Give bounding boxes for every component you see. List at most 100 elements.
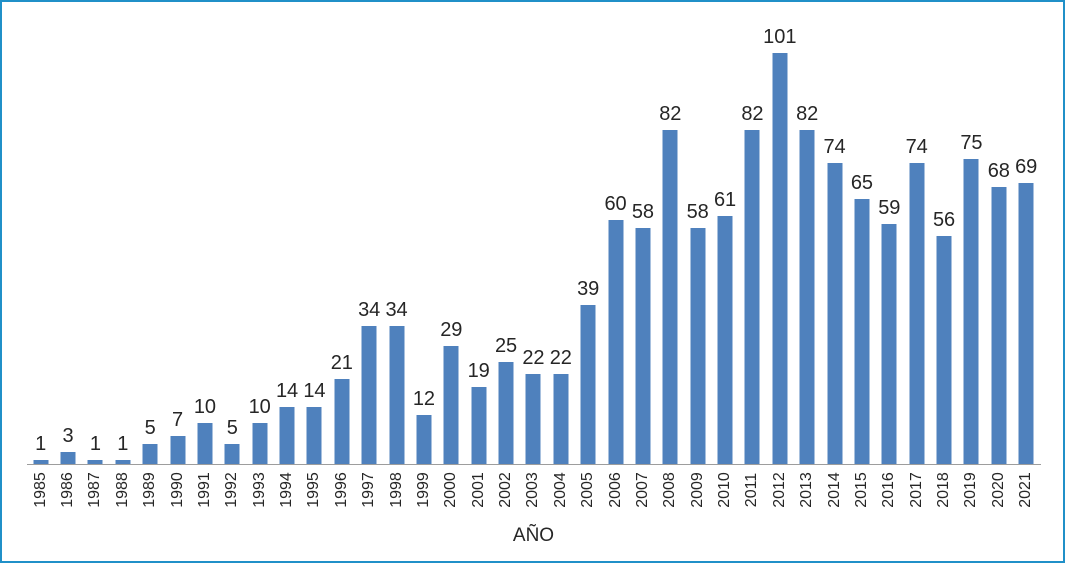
- bar-column: 58 2007: [629, 2, 656, 508]
- x-tick-label: 2002: [497, 472, 515, 508]
- x-tick-label: 1991: [195, 472, 213, 508]
- bar-column: 82 2011: [739, 2, 766, 507]
- bar: [142, 444, 158, 464]
- bar-column: 14 1994: [273, 2, 300, 508]
- bar-value-label: 19: [467, 360, 490, 382]
- bar-value-label: 56: [932, 209, 956, 231]
- bar-value-label: 82: [741, 103, 764, 125]
- bar-column: 69 2021: [1013, 2, 1040, 508]
- x-tick-label: 2013: [798, 472, 816, 508]
- bar-column: 1 1987: [82, 2, 109, 508]
- x-axis-title: AÑO: [512, 525, 555, 546]
- bar-value-label: 34: [385, 299, 408, 321]
- bar-column: 7 1990: [164, 2, 191, 508]
- bar-column: 101 2012: [763, 2, 796, 508]
- bar: [525, 374, 541, 464]
- bar-value-label: 34: [358, 299, 381, 321]
- bar: [224, 444, 240, 464]
- bar-value-label: 25: [494, 335, 518, 357]
- bar-value-label: 14: [275, 380, 299, 402]
- x-tick-label: 2014: [825, 472, 843, 508]
- x-tick-label: 1989: [141, 472, 159, 508]
- bar-value-label: 12: [412, 388, 436, 410]
- bar-column: 19 2001: [465, 2, 492, 508]
- bar: [717, 216, 733, 464]
- bar-value-label: 21: [330, 352, 353, 374]
- bar-column: 21 1996: [328, 2, 355, 508]
- bar: [553, 374, 569, 464]
- bar: [909, 163, 925, 464]
- bar-value-label: 10: [193, 396, 217, 418]
- bar-value-label: 22: [549, 347, 572, 369]
- bar-column: 1 1985: [27, 2, 54, 508]
- bar: [1018, 183, 1034, 464]
- bar: [33, 460, 49, 464]
- bar: [498, 362, 514, 464]
- bar-column: 60 2006: [602, 2, 629, 508]
- bar-value-label: 82: [659, 103, 682, 125]
- bar-column: 82 2013: [794, 2, 821, 508]
- x-tick-label: 1986: [59, 472, 77, 508]
- bar-column: 56 2018: [930, 2, 957, 508]
- x-tick-label: 2003: [524, 472, 542, 508]
- bar-column: 59 2016: [876, 2, 903, 508]
- x-tick-label: 1988: [113, 472, 131, 508]
- bar: [827, 163, 843, 464]
- bar: [170, 436, 186, 464]
- bar-column: 14 1995: [301, 2, 328, 508]
- bar-column: 58 2009: [684, 2, 711, 508]
- bar-column: 5 1992: [219, 2, 246, 508]
- bar: [361, 326, 377, 464]
- bar: [443, 346, 459, 464]
- bar-value-label: 7: [172, 409, 184, 431]
- bar: [772, 53, 788, 464]
- bar: [799, 130, 815, 464]
- x-tick-label: 2017: [907, 472, 925, 508]
- bar: [306, 407, 322, 464]
- x-tick-label: 2019: [962, 472, 980, 508]
- bar: [854, 199, 870, 464]
- bar-value-label: 39: [577, 278, 600, 300]
- bar-value-label: 14: [303, 380, 326, 402]
- bar-value-label: 58: [631, 201, 655, 223]
- x-tick-label: 1997: [360, 472, 378, 508]
- bar: [60, 452, 76, 464]
- bar-column: 22 2004: [547, 2, 574, 508]
- x-tick-label: 1987: [86, 472, 104, 508]
- bar-column: 22 2003: [520, 2, 547, 508]
- x-tick-label: 1995: [305, 472, 323, 508]
- x-axis-line: [27, 464, 1041, 465]
- x-tick-label: 2007: [633, 472, 651, 508]
- bar-column: 74 2017: [903, 2, 930, 508]
- bar-column: 12 1999: [410, 2, 437, 508]
- bar: [963, 159, 979, 464]
- bar-column: 1 1988: [109, 2, 136, 508]
- x-tick-label: 1992: [223, 472, 241, 508]
- bar-value-label: 58: [686, 201, 709, 223]
- bar: [662, 130, 678, 464]
- x-tick-label: 1990: [168, 472, 186, 508]
- bar-value-label: 1: [89, 433, 101, 455]
- bar-value-label: 82: [796, 103, 819, 125]
- bar: [881, 224, 897, 464]
- bar-value-label: 75: [960, 132, 983, 154]
- bar-column: 68 2020: [985, 2, 1012, 508]
- bar-value-label: 22: [522, 347, 545, 369]
- bar-column: 34 1997: [356, 2, 383, 508]
- bar-value-label: 10: [248, 396, 271, 418]
- bar-value-label: 29: [440, 319, 463, 341]
- x-tick-label: 1985: [31, 472, 49, 508]
- bar-column: 25 2002: [492, 2, 519, 508]
- x-tick-label: 2011: [743, 472, 761, 508]
- bar-column: 5 1989: [137, 2, 164, 508]
- bar: [991, 187, 1007, 464]
- bar: [690, 228, 706, 464]
- x-tick-label: 1999: [414, 472, 432, 508]
- bar-value-label: 59: [878, 197, 901, 219]
- bar-column: 3 1986: [54, 2, 81, 508]
- bar-column: 34 1998: [383, 2, 410, 508]
- bar-column: 65 2015: [848, 2, 875, 508]
- bar: [416, 415, 432, 464]
- x-tick-label: 2005: [579, 472, 597, 508]
